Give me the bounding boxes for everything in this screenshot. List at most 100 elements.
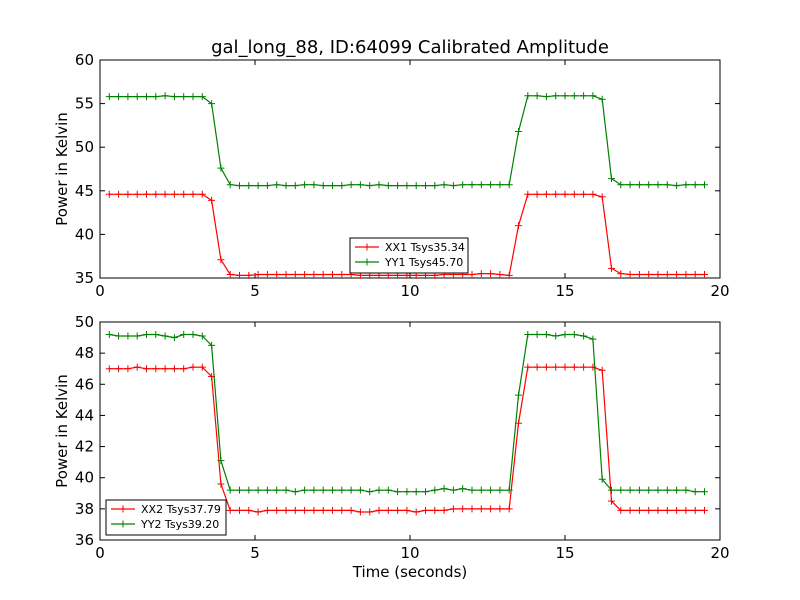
data-point bbox=[673, 271, 681, 279]
data-point bbox=[691, 506, 699, 514]
data-point bbox=[635, 271, 643, 279]
data-point bbox=[487, 270, 495, 278]
data-point bbox=[459, 181, 467, 189]
data-point bbox=[198, 363, 206, 371]
data-point bbox=[440, 181, 448, 189]
data-point bbox=[524, 330, 532, 338]
legend-marker bbox=[363, 258, 371, 266]
data-point bbox=[635, 506, 643, 514]
data-point bbox=[319, 271, 327, 279]
data-point bbox=[208, 196, 216, 204]
data-point bbox=[608, 175, 615, 183]
data-point bbox=[384, 182, 392, 190]
data-point bbox=[124, 365, 132, 373]
data-point bbox=[524, 190, 532, 198]
data-point bbox=[570, 330, 578, 338]
data-point bbox=[263, 506, 271, 514]
data-point bbox=[133, 190, 141, 198]
data-point bbox=[143, 190, 150, 198]
data-point bbox=[598, 193, 606, 201]
data-point bbox=[645, 271, 653, 279]
y-tick-label: 50 bbox=[75, 138, 94, 156]
data-point bbox=[226, 506, 234, 514]
chart-title: gal_long_88, ID:64099 Calibrated Amplitu… bbox=[211, 37, 609, 58]
data-point bbox=[282, 271, 290, 279]
data-point bbox=[161, 365, 169, 373]
data-point bbox=[161, 92, 169, 100]
data-point bbox=[152, 190, 160, 198]
axes-bottom: 0 5 10 15 20 36 38 40 42 44 46 48 50 Power in Kelvin T… bbox=[53, 313, 730, 581]
data-point bbox=[561, 92, 569, 100]
data-point bbox=[143, 365, 150, 373]
data-point bbox=[487, 486, 495, 494]
legend-entry: YY2 Tsys39.20 bbox=[140, 518, 219, 531]
data-point bbox=[170, 334, 178, 342]
legend-marker bbox=[119, 520, 127, 528]
data-point bbox=[338, 486, 346, 494]
data-point bbox=[663, 506, 671, 514]
data-point bbox=[189, 363, 197, 371]
y-tick-label: 36 bbox=[75, 531, 94, 549]
data-point bbox=[608, 264, 615, 272]
data-point bbox=[505, 486, 513, 494]
x-tick-label: 5 bbox=[250, 544, 260, 562]
data-point bbox=[645, 486, 653, 494]
data-point bbox=[403, 506, 411, 514]
data-point bbox=[170, 190, 178, 198]
data-point bbox=[310, 486, 318, 494]
data-point bbox=[180, 93, 188, 101]
y-tick-label: 48 bbox=[75, 344, 94, 362]
data-point bbox=[701, 181, 708, 189]
data-point bbox=[608, 486, 615, 494]
data-point bbox=[329, 506, 336, 514]
data-point bbox=[189, 330, 197, 338]
data-point bbox=[459, 485, 467, 493]
data-point bbox=[515, 391, 522, 399]
data-point bbox=[701, 271, 708, 279]
data-point bbox=[263, 486, 271, 494]
data-point bbox=[338, 182, 346, 190]
data-point bbox=[217, 164, 225, 172]
data-point bbox=[263, 182, 271, 190]
data-point bbox=[552, 332, 560, 340]
data-point bbox=[663, 271, 671, 279]
series-line bbox=[109, 95, 705, 187]
data-point bbox=[208, 341, 216, 349]
data-point bbox=[356, 508, 364, 516]
data-point bbox=[580, 332, 588, 340]
data-point bbox=[515, 128, 522, 136]
data-point bbox=[105, 365, 113, 373]
data-point bbox=[663, 181, 671, 189]
data-point bbox=[496, 271, 504, 279]
x-tick-label: 20 bbox=[710, 282, 729, 300]
data-point bbox=[301, 271, 309, 279]
data-point bbox=[347, 181, 355, 189]
data-point bbox=[105, 330, 113, 338]
data-point bbox=[338, 271, 346, 279]
data-point bbox=[533, 330, 541, 338]
data-point bbox=[254, 271, 262, 279]
x-tick-label: 10 bbox=[400, 282, 419, 300]
data-point bbox=[701, 506, 708, 514]
data-point bbox=[626, 506, 634, 514]
data-point bbox=[487, 505, 495, 513]
data-point bbox=[496, 181, 504, 189]
data-point bbox=[422, 488, 429, 496]
data-point bbox=[226, 271, 234, 279]
data-point bbox=[422, 506, 429, 514]
data-point bbox=[477, 486, 485, 494]
x-tick-label: 10 bbox=[400, 544, 419, 562]
legend-entry: XX2 Tsys37.79 bbox=[141, 503, 221, 516]
data-point bbox=[431, 182, 439, 190]
data-point bbox=[245, 506, 253, 514]
y-tick-label: 55 bbox=[75, 95, 94, 113]
data-point bbox=[273, 506, 281, 514]
legend-entry: YY1 Tsys45.70 bbox=[384, 256, 463, 269]
data-point bbox=[440, 485, 448, 493]
data-point bbox=[589, 335, 597, 343]
y-tick-label: 35 bbox=[75, 269, 94, 287]
data-point bbox=[496, 486, 504, 494]
data-point bbox=[124, 93, 132, 101]
y-axis-label: Power in Kelvin bbox=[53, 374, 71, 488]
